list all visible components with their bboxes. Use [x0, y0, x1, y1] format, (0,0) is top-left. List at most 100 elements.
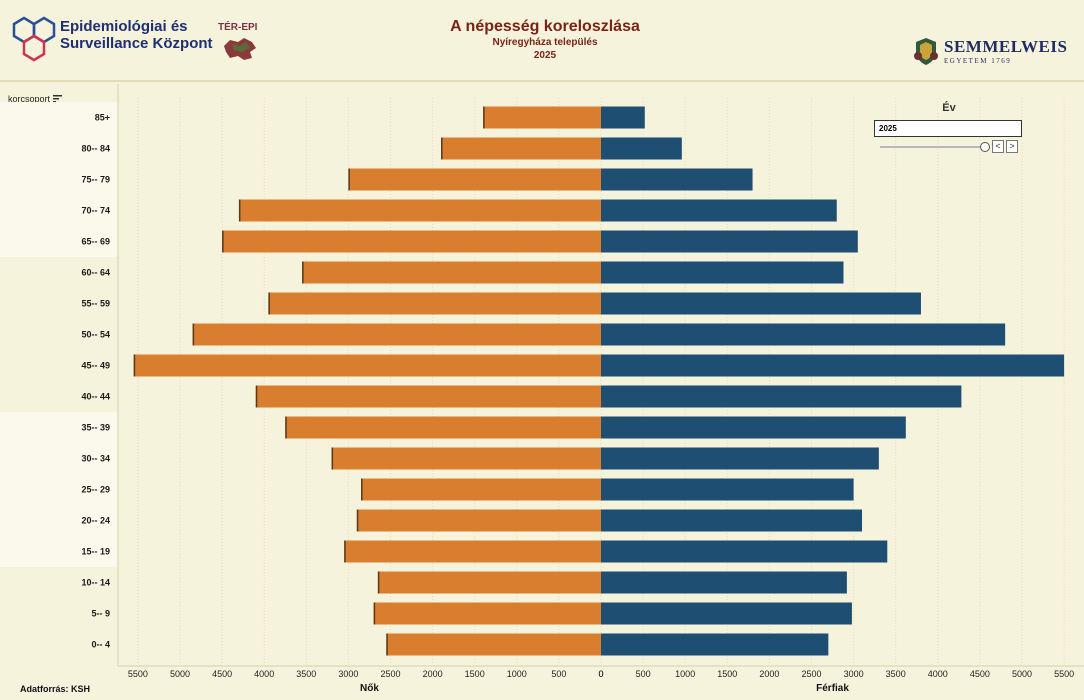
- female-bar-edge: [192, 323, 195, 346]
- female-bar-edge: [268, 292, 270, 315]
- x-tick-label: 1500: [465, 669, 485, 679]
- male-bar: [601, 509, 863, 532]
- age-group-column: korcsoport: [0, 84, 118, 664]
- x-tick-label: 2500: [801, 669, 821, 679]
- female-bar: [386, 633, 601, 656]
- male-bar: [601, 416, 906, 439]
- x-tick-label: 5500: [1054, 669, 1074, 679]
- x-tick-label: 1500: [717, 669, 737, 679]
- x-tick-label: 3500: [296, 669, 316, 679]
- x-tick-label: 4500: [970, 669, 990, 679]
- female-bar-edge: [377, 571, 380, 594]
- year-filter-label: Év: [942, 102, 956, 114]
- x-tick-label: 3500: [886, 669, 906, 679]
- x-tick-label: 5500: [128, 669, 148, 679]
- female-bar: [441, 137, 601, 160]
- female-bar-edge: [441, 137, 443, 160]
- age-group-label: 5-- 9: [91, 609, 110, 619]
- sort-icon[interactable]: [53, 95, 63, 103]
- age-group-label: 35-- 39: [81, 423, 110, 433]
- age-group-label: 50-- 54: [81, 330, 110, 340]
- male-bar: [601, 478, 854, 501]
- female-bar-edge: [386, 633, 388, 656]
- age-group-label: 10-- 14: [81, 578, 110, 588]
- prev-year-button[interactable]: <: [992, 140, 1004, 153]
- data-source-note: Adatforrás: KSH: [20, 684, 91, 694]
- age-group-label: 75-- 79: [81, 175, 110, 185]
- year-slider[interactable]: < >: [874, 140, 1022, 154]
- chart-year: 2025: [533, 50, 557, 61]
- female-bar-edge: [222, 230, 224, 253]
- male-bar: [601, 602, 852, 625]
- female-bar-edge: [361, 478, 363, 501]
- female-bar: [255, 385, 601, 408]
- year-filter: Év < >: [874, 102, 1024, 154]
- age-group-label: 80-- 84: [81, 144, 110, 154]
- female-bar: [133, 354, 601, 377]
- male-bar: [601, 447, 879, 470]
- x-tick-label: 2000: [759, 669, 779, 679]
- female-bar: [373, 602, 601, 625]
- year-input[interactable]: [874, 120, 1022, 137]
- female-bar-edge: [373, 602, 376, 625]
- x-tick-label: 2500: [380, 669, 400, 679]
- female-bar: [302, 261, 601, 284]
- x-tick-label: 0: [598, 669, 603, 679]
- age-group-label: 20-- 24: [81, 516, 110, 526]
- female-bar-edge: [133, 354, 136, 377]
- male-bar: [601, 106, 645, 129]
- hexagon-logo-icon: [12, 16, 56, 62]
- female-bar: [222, 230, 601, 253]
- x-tick-label: 1000: [507, 669, 527, 679]
- age-group-label: 65-- 69: [81, 237, 110, 247]
- female-bar-edge: [331, 447, 334, 470]
- x-tick-label: 500: [551, 669, 566, 679]
- x-axis-title-female: Nők: [360, 683, 379, 694]
- age-group-header[interactable]: korcsoport: [8, 94, 63, 104]
- female-bar-edge: [255, 385, 258, 408]
- female-bar: [285, 416, 601, 439]
- row-band: [0, 412, 118, 567]
- male-bar: [601, 540, 888, 563]
- chart-title-block: A népesség koreloszlása Nyíregyháza tele…: [400, 18, 690, 62]
- male-bar: [601, 168, 753, 191]
- year-slider-track[interactable]: [880, 146, 980, 148]
- age-group-label: 30-- 34: [81, 454, 110, 464]
- x-tick-label: 3000: [844, 669, 864, 679]
- male-bar: [601, 323, 1006, 346]
- female-bar-edge: [348, 168, 350, 191]
- female-bar: [192, 323, 601, 346]
- semmelweis-subtitle: EGYETEM 1769: [944, 57, 1012, 65]
- chart-subtitle: Nyíregyháza település: [492, 37, 598, 48]
- x-tick-label: 5000: [1012, 669, 1032, 679]
- x-tick-label: 1000: [675, 669, 695, 679]
- female-bar-edge: [356, 509, 359, 532]
- male-bar: [601, 230, 858, 253]
- x-tick-label: 4500: [212, 669, 232, 679]
- female-bar: [356, 509, 601, 532]
- female-bar: [238, 199, 601, 222]
- male-bar: [601, 261, 844, 284]
- next-year-button[interactable]: >: [1006, 140, 1018, 153]
- age-group-label: 85+: [95, 113, 110, 123]
- female-bar: [344, 540, 601, 563]
- age-group-label: 40-- 44: [81, 392, 110, 402]
- female-bar: [268, 292, 601, 315]
- semmelweis-crest-icon: [914, 38, 938, 65]
- row-band: [0, 102, 118, 257]
- x-tick-label: 5000: [170, 669, 190, 679]
- chart-title: A népesség koreloszlása: [450, 18, 640, 35]
- dashboard-header: Epidemiológiai és Surveillance Központ T…: [0, 0, 1084, 82]
- female-bar: [348, 168, 601, 191]
- male-bar: [601, 292, 921, 315]
- age-group-label: 70-- 74: [81, 206, 110, 216]
- year-slider-handle[interactable]: [980, 142, 990, 152]
- female-bar-edge: [483, 106, 485, 129]
- male-bar: [601, 385, 962, 408]
- x-tick-label: 4000: [254, 669, 274, 679]
- age-group-label: 15-- 19: [81, 547, 110, 557]
- female-bar: [361, 478, 601, 501]
- female-bar: [483, 106, 601, 129]
- x-tick-label: 4000: [928, 669, 948, 679]
